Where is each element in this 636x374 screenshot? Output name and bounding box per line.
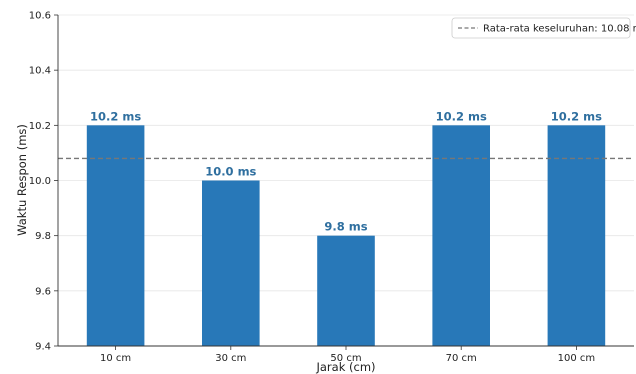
bar-value-label: 10.2 ms bbox=[436, 109, 487, 123]
y-tick-label: 10.6 bbox=[29, 11, 51, 22]
bar-value-label: 10.2 ms bbox=[551, 109, 602, 123]
legend-entry-average: Rata-rata keseluruhan: 10.08 ms bbox=[483, 24, 636, 35]
bar-value-labels: 10.2 ms 10.0 ms 9.8 ms 10.2 ms 10.2 ms bbox=[90, 109, 602, 233]
legend: Rata-rata keseluruhan: 10.08 ms bbox=[451, 17, 636, 39]
axes bbox=[54, 14, 634, 350]
y-tick-label: 9.4 bbox=[35, 342, 51, 353]
x-tick-label: 30 cm bbox=[215, 353, 246, 364]
bar bbox=[202, 180, 260, 346]
y-tick-label: 10.0 bbox=[29, 176, 51, 187]
x-tick-label: 100 cm bbox=[558, 353, 596, 364]
bars bbox=[86, 125, 606, 346]
bar bbox=[432, 125, 490, 346]
bar bbox=[547, 125, 606, 346]
y-tick-label: 10.2 bbox=[29, 121, 51, 132]
x-axis-label: Jarak (cm) bbox=[315, 360, 375, 374]
tick-labels: 9.4 9.6 9.8 10.0 10.2 10.4 10.6 10 cm 30 cm 50 cm… bbox=[29, 11, 595, 365]
bar-value-label: 9.8 ms bbox=[324, 220, 367, 234]
bar bbox=[86, 125, 145, 346]
bar bbox=[317, 235, 375, 346]
x-tick-label: 70 cm bbox=[446, 353, 477, 364]
legend-box bbox=[451, 17, 631, 39]
y-tick-label: 10.4 bbox=[29, 66, 51, 77]
y-axis-label: Waktu Respon (ms) bbox=[15, 124, 29, 236]
y-tick-label: 9.6 bbox=[35, 286, 51, 297]
x-tick-label: 50 cm bbox=[330, 353, 361, 364]
y-tick-label: 9.8 bbox=[35, 231, 51, 242]
bar-value-label: 10.2 ms bbox=[90, 109, 141, 123]
bar-value-label: 10.0 ms bbox=[205, 165, 256, 179]
x-tick-label: 10 cm bbox=[100, 353, 131, 364]
